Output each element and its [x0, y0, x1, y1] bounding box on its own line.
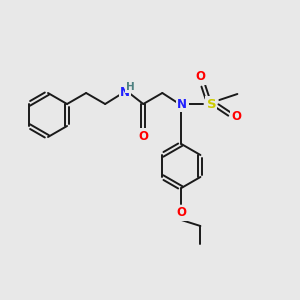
- Text: N: N: [120, 85, 130, 98]
- Text: O: O: [138, 130, 148, 142]
- Text: H: H: [126, 82, 135, 92]
- Text: O: O: [176, 206, 186, 220]
- Text: N: N: [177, 98, 188, 110]
- Text: O: O: [195, 70, 206, 83]
- Text: O: O: [231, 110, 242, 124]
- Text: S: S: [207, 98, 216, 110]
